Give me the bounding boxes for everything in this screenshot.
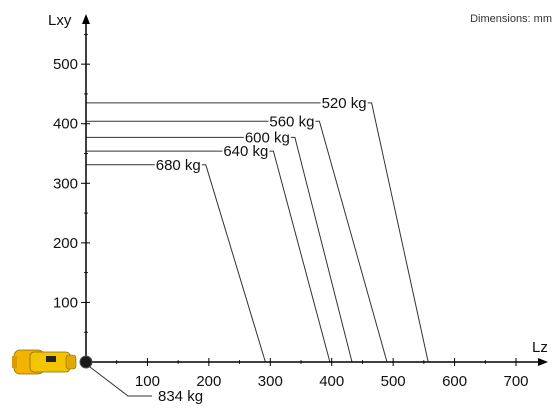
- axes: [82, 14, 548, 366]
- series-label-background: [154, 156, 202, 174]
- load-curve: [86, 164, 266, 363]
- x-tick-label: 500: [381, 373, 406, 390]
- x-tick-label: 600: [442, 373, 467, 390]
- series-label: 520 kg: [322, 95, 367, 112]
- y-axis-title: Lxy: [48, 12, 72, 29]
- origin-joint-icon: [79, 355, 93, 369]
- series-label: 680 kg: [156, 157, 201, 174]
- origin-leader-line: [89, 366, 152, 397]
- load-curve: [86, 120, 388, 363]
- load-curve: [86, 102, 429, 363]
- y-tick-label: 400: [53, 116, 78, 133]
- origin-label: 834 kg: [158, 388, 203, 405]
- y-tick-label: 100: [53, 294, 78, 311]
- y-tick-label: 500: [53, 56, 78, 73]
- y-axis-arrow: [82, 14, 90, 24]
- load-curve: [86, 150, 331, 363]
- series-label: 560 kg: [269, 113, 314, 130]
- x-tick-label: 100: [135, 373, 160, 390]
- y-tick-label: 300: [53, 175, 78, 192]
- series-label-background: [222, 143, 270, 161]
- x-tick-label: 400: [319, 373, 344, 390]
- x-tick-label: 700: [503, 373, 528, 390]
- robot-wrist-icon: [12, 349, 77, 375]
- series-label-background: [320, 94, 368, 112]
- x-tick-label: 200: [196, 373, 221, 390]
- series-label-background: [243, 129, 291, 147]
- y-tick-label: 200: [53, 235, 78, 252]
- x-axis-title: Lz: [532, 339, 548, 356]
- series-label-background: [268, 113, 316, 131]
- load-curve: [86, 136, 353, 363]
- dimensions-note: Dimensions: mm: [470, 13, 552, 25]
- series-label: 640 kg: [223, 143, 268, 160]
- x-axis-arrow: [538, 358, 548, 366]
- series-label: 600 kg: [245, 129, 290, 146]
- tick-marks: 100 200 300 400 500 600 700 100 200 300 400 500: [53, 33, 529, 390]
- load-curves: [86, 102, 429, 363]
- x-tick-label: 300: [258, 373, 283, 390]
